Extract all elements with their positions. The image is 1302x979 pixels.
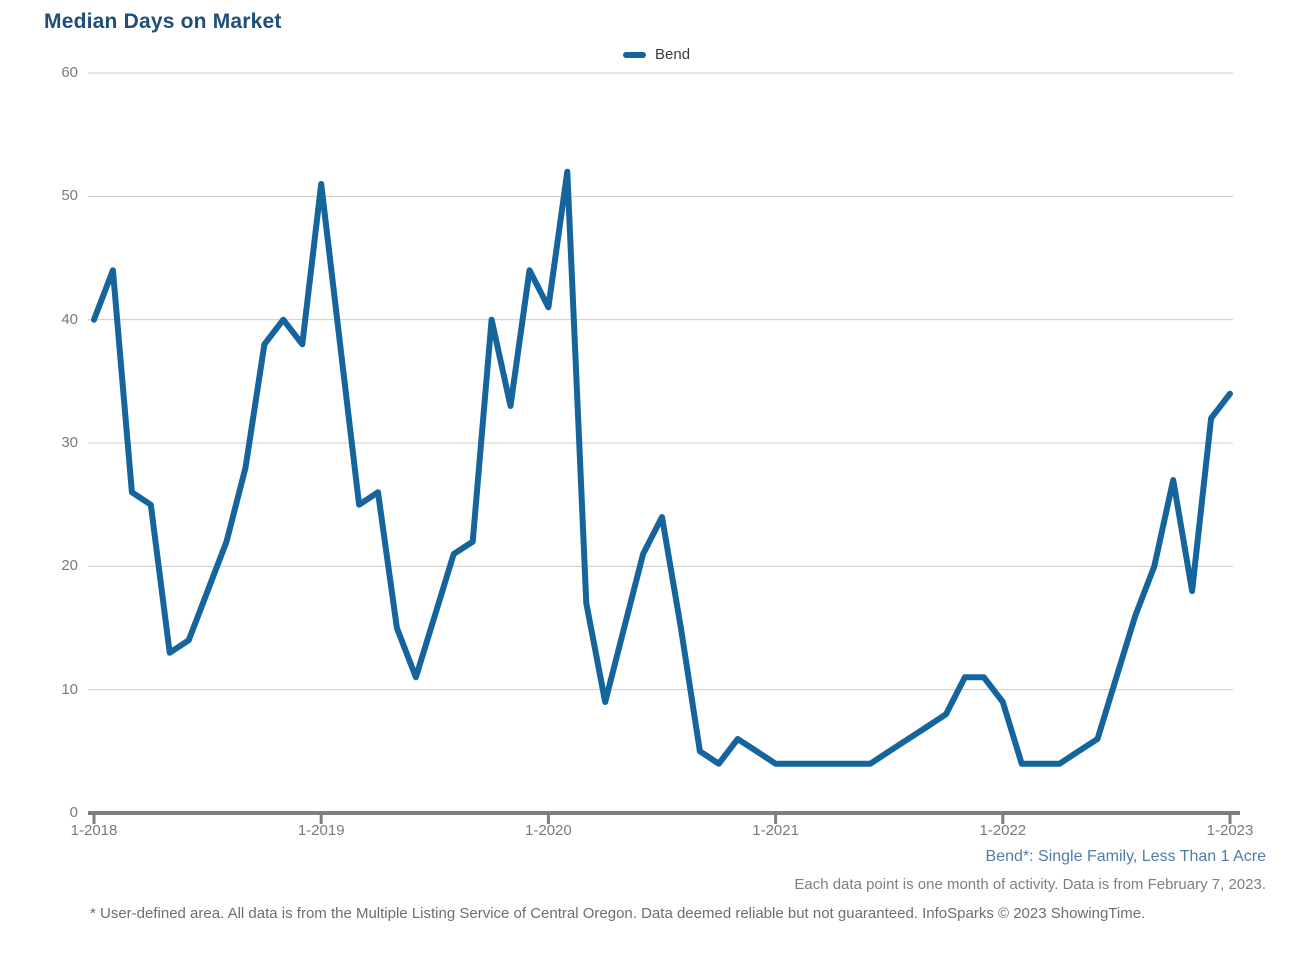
x-axis-label-1-2018: 1-2018: [70, 822, 118, 839]
y-axis-label-20: 20: [61, 557, 78, 575]
legend: Bend: [623, 46, 690, 63]
series-definition-footnote: Bend*: Single Family, Less Than 1 Acre: [985, 848, 1266, 865]
y-axis-label-40: 40: [61, 310, 78, 328]
y-axis-label-0: 0: [69, 804, 78, 821]
chart-title: Median Days on Market: [44, 10, 282, 33]
legend-label: Bend: [655, 46, 691, 63]
x-axis-label-1-2021: 1-2021: [752, 822, 799, 839]
data-note-footnote: Each data point is one month of activity…: [794, 876, 1266, 893]
legend-line-swatch: [623, 51, 646, 58]
y-axis-label-50: 50: [61, 187, 78, 205]
series-line-bend: [91, 168, 1233, 767]
disclaimer-footnote: * User-defined area. All data is from th…: [90, 905, 1146, 922]
x-axis-label-1-2019: 1-2019: [297, 822, 345, 839]
y-axis-label-10: 10: [61, 680, 78, 698]
x-axis-label-1-2020: 1-2020: [525, 822, 572, 839]
x-axis-label-1-2022: 1-2022: [979, 822, 1027, 839]
x-axis-label-1-2023: 1-2023: [1206, 822, 1254, 839]
y-axis-label-30: 30: [61, 434, 78, 451]
y-axis-label-60: 60: [61, 64, 78, 81]
